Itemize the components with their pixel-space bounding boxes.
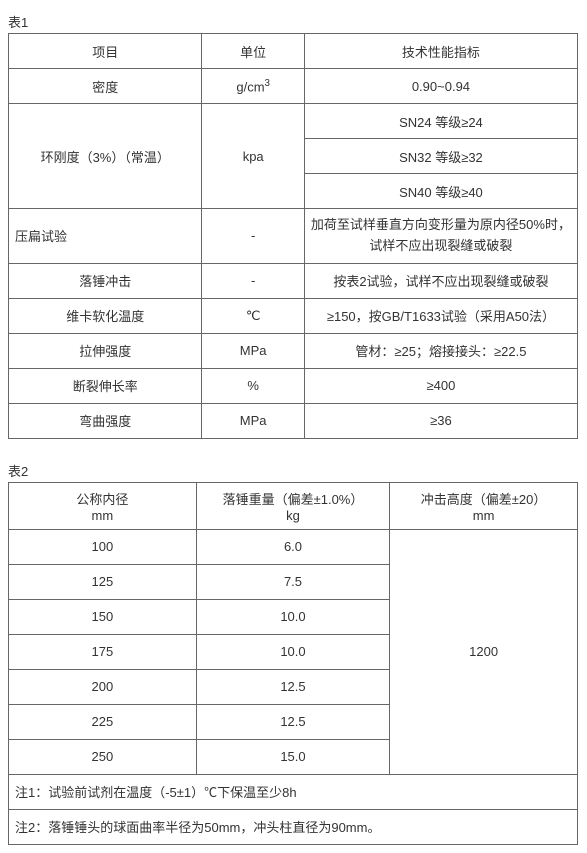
- t1-tensile-spec: 管材：≥25；熔接接头：≥22.5: [304, 333, 577, 368]
- t1-density-spec: 0.90~0.94: [304, 69, 577, 104]
- t2-head-dn-unit: mm: [13, 508, 192, 523]
- t1-vicat-item: 维卡软化温度: [9, 298, 202, 333]
- table-row: 断裂伸长率 % ≥400: [9, 368, 578, 403]
- table-row: 注2：落锤锤头的球面曲率半径为50mm，冲头柱直径为90mm。: [9, 809, 578, 844]
- t1-bend-spec: ≥36: [304, 403, 577, 438]
- t2-head-wt: 落锤重量（偏差±1.0%） kg: [196, 482, 389, 529]
- t2-dn: 200: [9, 669, 197, 704]
- t1-bend-unit: MPa: [202, 403, 304, 438]
- t1-stiff-item: 环刚度（3%）（常温）: [9, 104, 202, 209]
- t1-drop-spec: 按表2试验，试样不应出现裂缝或破裂: [304, 263, 577, 298]
- t1-stiff-spec1: SN24 等级≥24: [304, 104, 577, 139]
- t2-wt: 15.0: [196, 739, 389, 774]
- t2-dn: 100: [9, 529, 197, 564]
- t2-note1: 注1：试验前试剂在温度（-5±1）℃下保温至少8h: [9, 774, 578, 809]
- t1-stiff-unit: kpa: [202, 104, 304, 209]
- table1-caption: 表1: [8, 12, 579, 31]
- t1-drop-unit: -: [202, 263, 304, 298]
- t1-drop-item: 落锤冲击: [9, 263, 202, 298]
- t2-wt: 12.5: [196, 669, 389, 704]
- t2-wt: 10.0: [196, 634, 389, 669]
- t1-head-item: 项目: [9, 34, 202, 69]
- t2-head-ht: 冲击高度（偏差±20） mm: [390, 482, 578, 529]
- t2-head-wt-label: 落锤重量（偏差±1.0%）: [201, 489, 385, 508]
- t1-flatten-spec: 加荷至试样垂直方向变形量为原内径50%时，试样不应出现裂缝或破裂: [304, 209, 577, 264]
- t1-elong-spec: ≥400: [304, 368, 577, 403]
- table-row: 密度 g/cm3 0.90~0.94: [9, 69, 578, 104]
- t1-elong-item: 断裂伸长率: [9, 368, 202, 403]
- table2-caption: 表2: [8, 461, 579, 480]
- t1-flatten-unit: -: [202, 209, 304, 264]
- t2-wt: 10.0: [196, 599, 389, 634]
- t2-dn: 175: [9, 634, 197, 669]
- t1-vicat-unit: ℃: [202, 298, 304, 333]
- table-row: 落锤冲击 - 按表2试验，试样不应出现裂缝或破裂: [9, 263, 578, 298]
- t2-wt: 7.5: [196, 564, 389, 599]
- table-row: 环刚度（3%）（常温） kpa SN24 等级≥24: [9, 104, 578, 139]
- t2-dn: 150: [9, 599, 197, 634]
- t1-tensile-item: 拉伸强度: [9, 333, 202, 368]
- t1-tensile-unit: MPa: [202, 333, 304, 368]
- t1-elong-unit: %: [202, 368, 304, 403]
- table-row: 100 6.0 1200: [9, 529, 578, 564]
- t2-dn: 225: [9, 704, 197, 739]
- t1-stiff-spec2: SN32 等级≥32: [304, 139, 577, 174]
- t2-head-ht-unit: mm: [394, 508, 573, 523]
- t2-impact-height: 1200: [390, 529, 578, 774]
- t2-wt: 6.0: [196, 529, 389, 564]
- t2-head-dn-label: 公称内径: [13, 489, 192, 508]
- t1-density-item: 密度: [9, 69, 202, 104]
- t1-stiff-spec3: SN40 等级≥40: [304, 174, 577, 209]
- table-row: 弯曲强度 MPa ≥36: [9, 403, 578, 438]
- table-row: 项目 单位 技术性能指标: [9, 34, 578, 69]
- table-row: 维卡软化温度 ℃ ≥150，按GB/T1633试验（采用A50法）: [9, 298, 578, 333]
- t2-note2: 注2：落锤锤头的球面曲率半径为50mm，冲头柱直径为90mm。: [9, 809, 578, 844]
- t1-density-unit: g/cm3: [202, 69, 304, 104]
- t2-wt: 12.5: [196, 704, 389, 739]
- t1-flatten-item: 压扁试验: [9, 209, 202, 264]
- t2-dn: 125: [9, 564, 197, 599]
- table2: 公称内径 mm 落锤重量（偏差±1.0%） kg 冲击高度（偏差±20） mm …: [8, 482, 578, 845]
- table-row: 注1：试验前试剂在温度（-5±1）℃下保温至少8h: [9, 774, 578, 809]
- t1-bend-item: 弯曲强度: [9, 403, 202, 438]
- t2-head-ht-label: 冲击高度（偏差±20）: [394, 489, 573, 508]
- t2-dn: 250: [9, 739, 197, 774]
- table1: 项目 单位 技术性能指标 密度 g/cm3 0.90~0.94 环刚度（3%）（…: [8, 33, 578, 439]
- t2-head-wt-unit: kg: [201, 508, 385, 523]
- t1-vicat-spec: ≥150，按GB/T1633试验（采用A50法）: [304, 298, 577, 333]
- t2-head-dn: 公称内径 mm: [9, 482, 197, 529]
- table-row: 拉伸强度 MPa 管材：≥25；熔接接头：≥22.5: [9, 333, 578, 368]
- t1-head-unit: 单位: [202, 34, 304, 69]
- table-row: 压扁试验 - 加荷至试样垂直方向变形量为原内径50%时，试样不应出现裂缝或破裂: [9, 209, 578, 264]
- t1-head-spec: 技术性能指标: [304, 34, 577, 69]
- table-row: 公称内径 mm 落锤重量（偏差±1.0%） kg 冲击高度（偏差±20） mm: [9, 482, 578, 529]
